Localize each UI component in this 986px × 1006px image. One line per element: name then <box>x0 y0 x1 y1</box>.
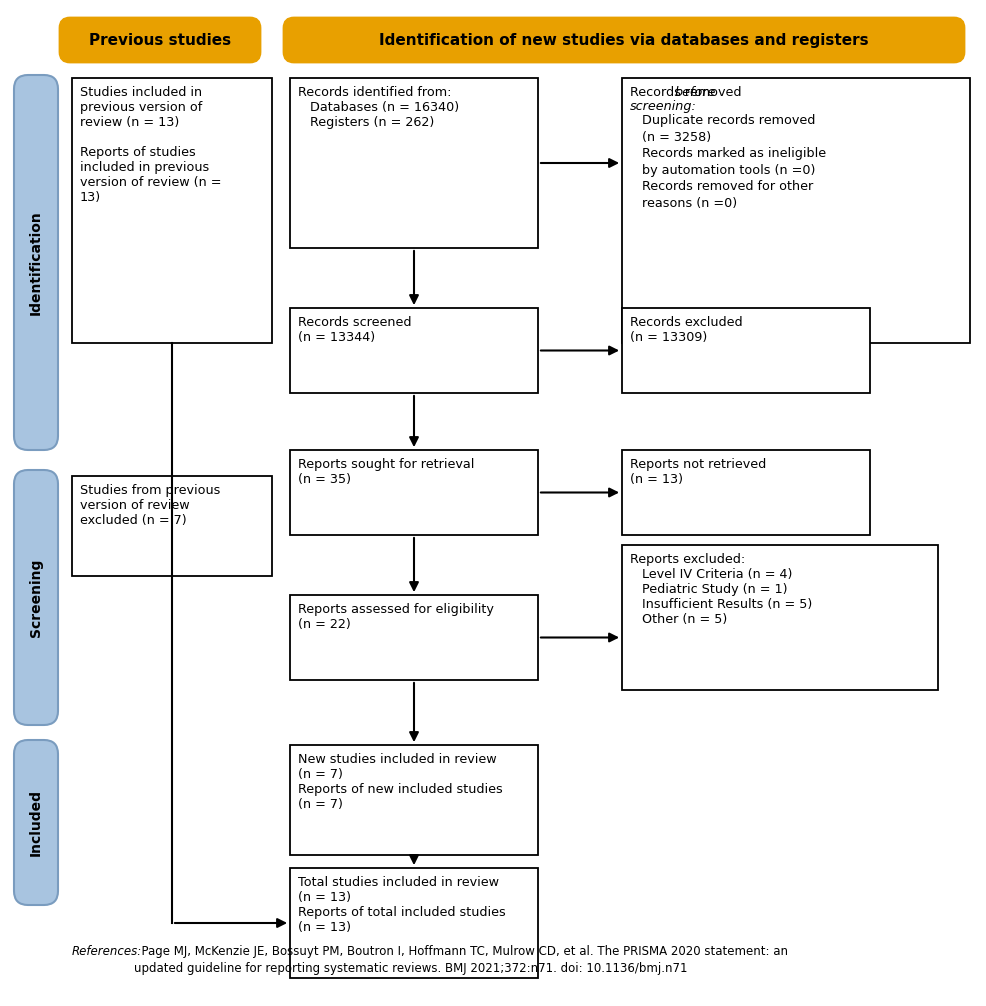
Text: Studies included in
previous version of
review (n = 13)

Reports of studies
incl: Studies included in previous version of … <box>80 86 222 204</box>
Text: Duplicate records removed
   (n = 3258)
   Records marked as ineligible
   by au: Duplicate records removed (n = 3258) Rec… <box>630 114 826 209</box>
Text: Page MJ, McKenzie JE, Bossuyt PM, Boutron I, Hoffmann TC, Mulrow CD, et al. The : Page MJ, McKenzie JE, Bossuyt PM, Boutro… <box>134 945 788 975</box>
Text: References:: References: <box>72 945 142 958</box>
Text: Identification: Identification <box>29 210 43 315</box>
Bar <box>290 745 538 855</box>
Text: Reports not retrieved
(n = 13): Reports not retrieved (n = 13) <box>630 458 766 486</box>
Text: screening:: screening: <box>630 100 697 113</box>
Bar <box>622 450 870 535</box>
Text: Reports assessed for eligibility
(n = 22): Reports assessed for eligibility (n = 22… <box>298 603 494 631</box>
Bar <box>290 450 538 535</box>
FancyBboxPatch shape <box>14 470 58 725</box>
FancyBboxPatch shape <box>284 18 964 62</box>
Text: Identification of new studies via databases and registers: Identification of new studies via databa… <box>380 32 869 47</box>
Text: Records identified from:
   Databases (n = 16340)
   Registers (n = 262): Records identified from: Databases (n = … <box>298 86 459 129</box>
Text: Included: Included <box>29 789 43 856</box>
FancyBboxPatch shape <box>14 75 58 450</box>
Text: New studies included in review
(n = 7)
Reports of new included studies
(n = 7): New studies included in review (n = 7) R… <box>298 753 503 811</box>
Text: Records excluded
(n = 13309): Records excluded (n = 13309) <box>630 316 742 344</box>
Bar <box>290 78 538 248</box>
Bar <box>290 595 538 680</box>
Text: Total studies included in review
(n = 13)
Reports of total included studies
(n =: Total studies included in review (n = 13… <box>298 876 506 934</box>
FancyBboxPatch shape <box>14 740 58 905</box>
FancyBboxPatch shape <box>60 18 260 62</box>
Text: Screening: Screening <box>29 558 43 637</box>
Bar <box>72 476 272 576</box>
Text: Reports excluded:
   Level IV Criteria (n = 4)
   Pediatric Study (n = 1)
   Ins: Reports excluded: Level IV Criteria (n =… <box>630 553 812 626</box>
Text: Studies from previous
version of review
excluded (n = 7): Studies from previous version of review … <box>80 484 221 527</box>
Bar <box>622 308 870 393</box>
Text: before: before <box>675 86 716 99</box>
Bar <box>290 868 538 978</box>
Bar <box>72 78 272 343</box>
Text: Records removed: Records removed <box>630 86 745 99</box>
Bar <box>622 545 938 690</box>
Bar <box>290 308 538 393</box>
Text: Previous studies: Previous studies <box>89 32 231 47</box>
Bar <box>622 78 970 343</box>
Text: Records screened
(n = 13344): Records screened (n = 13344) <box>298 316 411 344</box>
Text: Reports sought for retrieval
(n = 35): Reports sought for retrieval (n = 35) <box>298 458 474 486</box>
